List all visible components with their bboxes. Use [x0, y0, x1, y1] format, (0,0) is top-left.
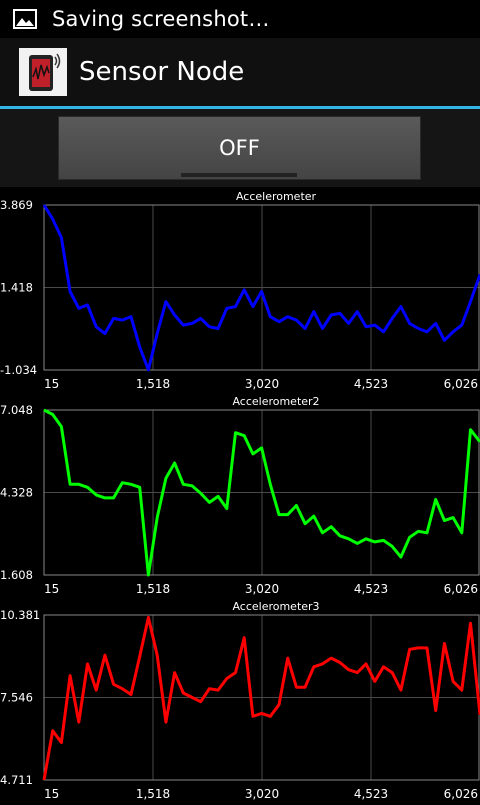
status-bar: Saving screenshot…: [0, 0, 480, 38]
x-tick-label: 1,518: [136, 582, 170, 596]
chart-svg: Accelerometer 3.869 1.418 -1.034 15 1,518 3,02…: [0, 190, 480, 391]
x-tick-label: 15: [44, 377, 59, 391]
chart-title: Accelerometer2: [232, 395, 319, 408]
x-tick-label: 1,518: [136, 377, 170, 391]
chart-title: Accelerometer: [236, 190, 317, 203]
chart-accelerometer3: Accelerometer3 10.381 7.546 4.711 15 1,518 3,0…: [0, 597, 480, 805]
chart-accelerometer: Accelerometer 3.869 1.418 -1.034 15 1,518 3,02…: [0, 187, 480, 395]
toggle-button[interactable]: OFF: [58, 116, 421, 180]
y-tick-label: 7.546: [0, 691, 33, 705]
series-line: [43, 408, 480, 577]
x-tick-label: 4,523: [354, 377, 388, 391]
x-tick-label: 6,026: [444, 582, 478, 596]
series-line: [42, 204, 480, 372]
series-line: [42, 615, 480, 781]
y-tick-label: 1.608: [0, 568, 33, 582]
sensor-node-app-icon[interactable]: [19, 48, 67, 96]
chart-title: Accelerometer3: [232, 600, 319, 613]
x-tick-label: 3,020: [245, 582, 279, 596]
app-title: Sensor Node: [79, 57, 245, 87]
toggle-label: OFF: [219, 136, 260, 160]
y-tick-label: 7.048: [0, 403, 33, 417]
y-tick-label: 4.711: [0, 773, 33, 787]
x-tick-label: 4,523: [354, 582, 388, 596]
y-tick-label: 1.418: [0, 281, 33, 295]
y-tick-label: 3.869: [0, 198, 33, 212]
x-tick-label: 6,026: [444, 787, 478, 801]
x-tick-label: 6,026: [444, 377, 478, 391]
toggle-area: OFF: [0, 109, 480, 187]
status-notification-text: Saving screenshot…: [52, 7, 270, 31]
toggle-indicator: [181, 173, 297, 177]
chart-accelerometer2: Accelerometer2 7.048 4.328 1.608 15 1,518 3,02…: [0, 392, 480, 600]
x-tick-label: 4,523: [354, 787, 388, 801]
action-bar-divider: [0, 106, 480, 109]
chart-svg: Accelerometer3 10.381 7.546 4.711 15 1,518 3,0…: [0, 600, 480, 801]
x-tick-label: 15: [44, 787, 59, 801]
y-tick-label: 4.328: [0, 486, 33, 500]
plot-frame: [43, 204, 480, 371]
chart-svg: Accelerometer2 7.048 4.328 1.608 15 1,518 3,02…: [0, 395, 480, 596]
image-icon: [12, 8, 38, 30]
y-tick-label: 10.381: [0, 608, 40, 622]
plot-frame: [43, 409, 480, 576]
x-tick-label: 3,020: [245, 377, 279, 391]
x-tick-label: 15: [44, 582, 59, 596]
y-tick-label: -1.034: [0, 363, 37, 377]
x-tick-label: 3,020: [245, 787, 279, 801]
action-bar: Sensor Node: [0, 38, 480, 106]
x-tick-label: 1,518: [136, 787, 170, 801]
